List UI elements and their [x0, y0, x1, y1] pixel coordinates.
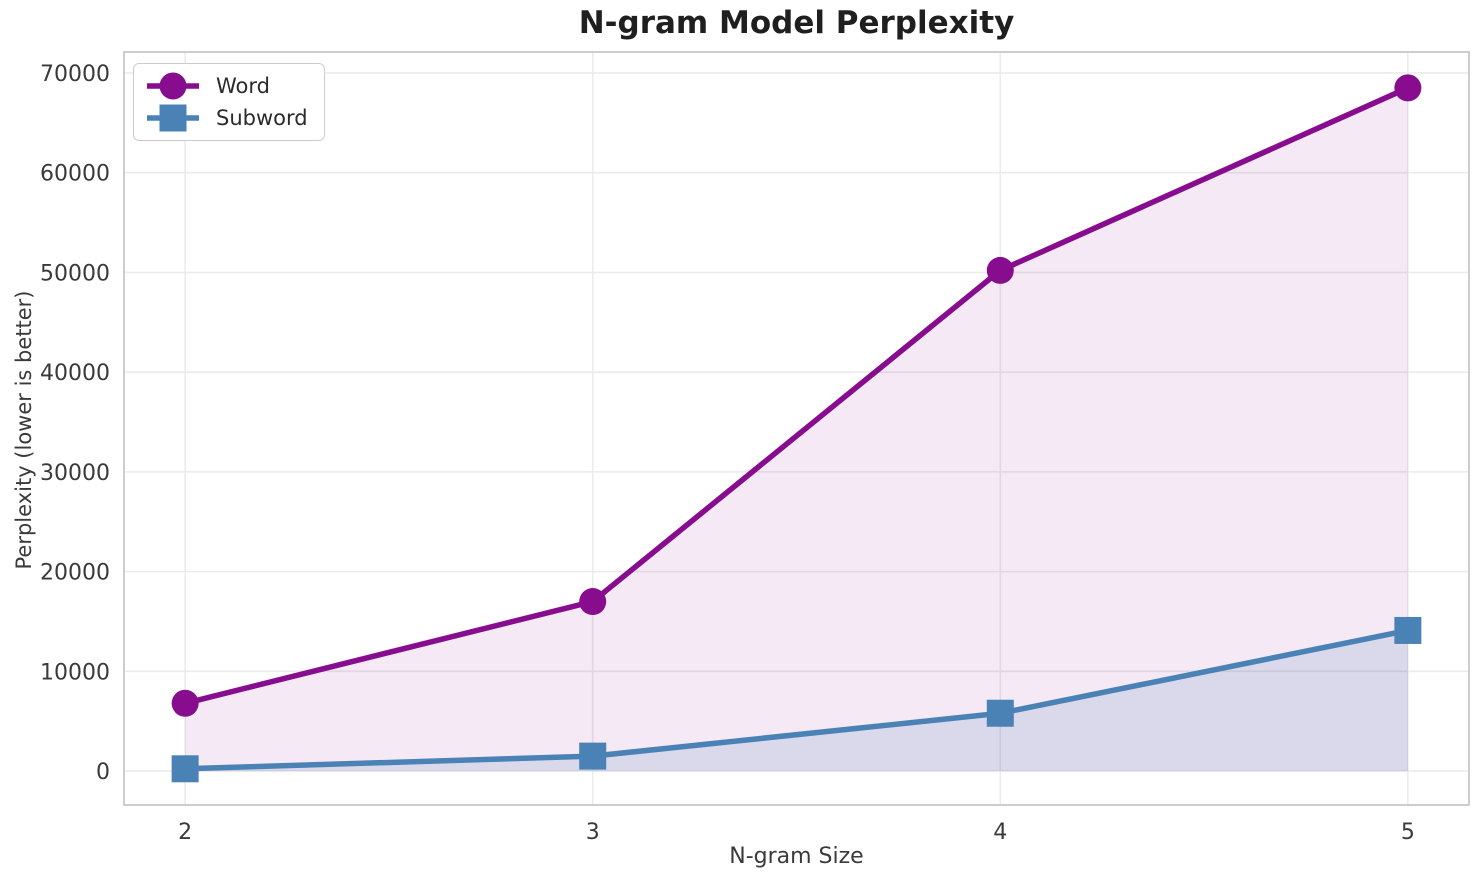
- subword-marker-5: [1394, 616, 1422, 644]
- plot-border: [123, 51, 1470, 806]
- y-tick-label-10000: 10000: [40, 660, 110, 685]
- y-tick-label-60000: 60000: [40, 162, 110, 187]
- subword-series-marker-icon: [147, 104, 199, 132]
- word-marker-3: [579, 588, 607, 616]
- word-area-fill: [185, 87, 1408, 772]
- y-tick-label-20000: 20000: [40, 561, 110, 586]
- subword-area-fill: [185, 630, 1408, 772]
- y-tick-label-50000: 50000: [40, 261, 110, 286]
- legend-label-word: Word: [216, 74, 270, 98]
- word-series-marker-icon: [147, 72, 199, 100]
- axes-spines: [123, 51, 1470, 806]
- x-axis-label: N-gram Size: [729, 844, 864, 869]
- y-tick-label-30000: 30000: [40, 461, 110, 486]
- legend-item-word: Word: [144, 71, 308, 101]
- subword-marker-3: [579, 742, 607, 770]
- word-marker-5: [1394, 74, 1422, 102]
- subword-marker-2: [171, 755, 199, 783]
- x-tick-label-5: 5: [1401, 820, 1415, 845]
- legend-item-subword: Subword: [144, 103, 308, 133]
- x-tick-labels: 2 3 4 5: [178, 820, 1415, 845]
- word-marker-2: [171, 689, 199, 717]
- legend-label-subword: Subword: [216, 106, 308, 130]
- series-markers: [171, 74, 1422, 783]
- word-marker-4: [986, 256, 1014, 284]
- word-line: [182, 85, 1411, 707]
- series-lines: [182, 85, 1411, 772]
- y-tick-label-70000: 70000: [40, 62, 110, 87]
- chart-title: N-gram Model Perplexity: [578, 5, 1015, 41]
- gridlines: [124, 52, 1469, 805]
- x-tick-label-4: 4: [993, 820, 1007, 845]
- y-tick-label-40000: 40000: [40, 361, 110, 386]
- y-tick-labels: 0 10000 20000 30000 40000 50000 60000 70000: [40, 62, 110, 785]
- x-tick-label-2: 2: [178, 820, 192, 845]
- area-fills: [185, 87, 1408, 772]
- y-tick-label-0: 0: [96, 760, 110, 785]
- x-tick-label-3: 3: [586, 820, 600, 845]
- subword-line: [182, 627, 1411, 772]
- legend: Word Subword: [133, 63, 325, 141]
- subword-marker-4: [986, 699, 1014, 727]
